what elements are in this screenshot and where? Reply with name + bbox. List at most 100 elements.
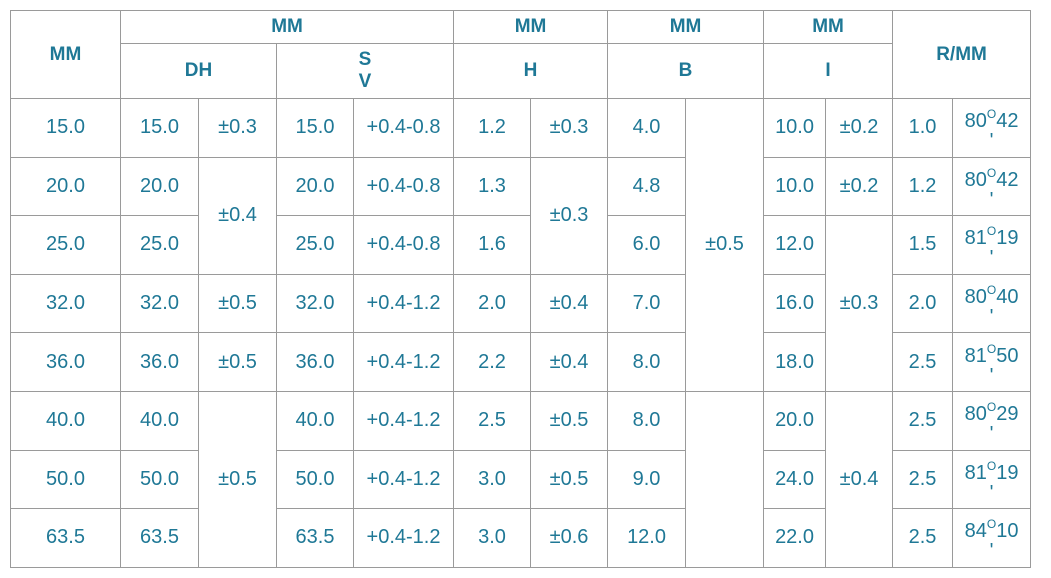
header-cell: MM (763, 10, 894, 44)
table-cell: +0.4-0.8 (352, 98, 455, 158)
angle-prime: ' (989, 540, 994, 563)
angle-cell: 84O10 ' (952, 508, 1032, 568)
table-cell: 25.0 (10, 215, 121, 275)
table-cell: +0.4-1.2 (352, 449, 455, 510)
table-cell: 40.0 (120, 390, 199, 451)
table-cell: 40.0 (10, 390, 121, 451)
angle-degrees: 81 (964, 344, 987, 367)
table-cell: 50.0 (120, 449, 199, 510)
angle-mark: O (986, 224, 997, 239)
table-cell: 50.0 (276, 449, 354, 510)
angle-prime: ' (989, 306, 994, 329)
angle-degrees: 80 (964, 403, 987, 426)
angle-minutes: 42 (996, 168, 1019, 191)
angle-prime: ' (989, 481, 994, 504)
table-cell: 20.0 (10, 156, 121, 217)
table-row: 50.0 50.0 50.0 +0.4-1.2 3.0 ±0.5 9.0 24.0 2.5 81O… (10, 449, 1032, 510)
table-cell: +0.4-0.8 (352, 215, 455, 275)
table-cell: ±0.3 (825, 215, 894, 392)
angle-minutes: 10 (996, 520, 1019, 543)
table-cell: 32.0 (120, 273, 199, 334)
table-cell: 6.0 (607, 215, 687, 275)
table-cell: +0.4-1.2 (352, 332, 455, 392)
table-cell: ±0.5 (198, 273, 277, 334)
angle-mark: O (986, 400, 997, 415)
header-cell: MM (119, 10, 455, 44)
table-cell: +0.4-0.8 (352, 156, 455, 217)
header-cell: DH (120, 43, 277, 99)
angle-minutes: 29 (996, 403, 1019, 426)
table-cell: 1.3 (453, 156, 532, 217)
table-cell: 63.5 (10, 508, 121, 568)
table-cell: 1.6 (453, 215, 532, 275)
table-row: 63.5 63.5 63.5 +0.4-1.2 3.0 ±0.6 12.0 22.0 2.5 84… (10, 508, 1032, 568)
table-cell: ±0.3 (530, 98, 609, 158)
table-cell: ±0.4 (530, 332, 609, 392)
table-cell: 2.5 (892, 332, 954, 392)
header-row: MM MM MM MM MM R/MM (10, 10, 1032, 99)
table-cell: 16.0 (763, 273, 827, 334)
table-cell: 32.0 (10, 273, 121, 334)
table-cell: 4.8 (607, 156, 687, 217)
table-cell: 15.0 (276, 98, 354, 158)
table-cell: 36.0 (276, 332, 354, 392)
table-cell: ±0.5 (685, 98, 765, 392)
table-cell: 2.2 (453, 332, 532, 392)
angle-mark: O (986, 107, 997, 122)
angle-degrees: 80 (964, 110, 987, 133)
angle-cell: 80O29 ' (952, 390, 1032, 451)
angle-degrees: 81 (964, 227, 987, 250)
table-cell: 12.0 (607, 508, 687, 568)
table-cell: 10.0 (763, 98, 827, 158)
angle-mark: O (986, 341, 997, 356)
angle-mark: O (986, 165, 997, 180)
table-cell: 20.0 (763, 390, 827, 451)
angle-minutes: 50 (996, 344, 1019, 367)
table-cell: 9.0 (607, 449, 687, 510)
table-cell: 10.0 (763, 156, 827, 217)
table-cell: 2.0 (453, 273, 532, 334)
table-cell: 36.0 (10, 332, 121, 392)
angle-degrees: 81 (964, 461, 987, 484)
table-cell: 7.0 (607, 273, 687, 334)
table-cell: 50.0 (10, 449, 121, 510)
header-cell: MM (10, 10, 121, 99)
table-cell: 15.0 (10, 98, 121, 158)
table-cell: ±0.5 (530, 449, 609, 510)
table-cell: 36.0 (120, 332, 199, 392)
table-cell: ±0.4 (530, 273, 609, 334)
angle-mark: O (986, 458, 997, 473)
table-cell: 1.5 (892, 215, 954, 275)
header-cell: R/MM (892, 10, 1032, 99)
angle-degrees: 84 (964, 520, 987, 543)
table-cell: ±0.3 (198, 98, 277, 158)
angle-cell: 81O19 ' (952, 215, 1032, 275)
table-cell (685, 390, 765, 568)
angle-minutes: 40 (996, 286, 1019, 309)
angle-cell: 81O19 ' (952, 449, 1032, 510)
angle-degrees: 80 (964, 168, 987, 191)
angle-cell: 80O42 ' (952, 98, 1032, 158)
table-cell: 8.0 (607, 332, 687, 392)
table-cell: ±0.5 (530, 390, 609, 451)
table-cell: 8.0 (607, 390, 687, 451)
table-cell: 2.5 (453, 390, 532, 451)
header-cell: H (453, 43, 609, 99)
angle-minutes: 19 (996, 461, 1019, 484)
table-row: 40.0 40.0 ±0.5 40.0 +0.4-1.2 2.5 ±0.5 8.0 20.0 ±0… (10, 390, 1032, 568)
angle-minutes: 42 (996, 110, 1019, 133)
table-cell: 20.0 (120, 156, 199, 217)
table-cell: ±0.5 (198, 390, 277, 568)
angle-cell: 80O40 ' (952, 273, 1032, 334)
angle-prime: ' (989, 130, 994, 153)
header-text: S (358, 49, 372, 70)
angle-cell: 81O50 ' (952, 332, 1032, 392)
table-cell: 22.0 (763, 508, 827, 568)
table-cell: 25.0 (120, 215, 199, 275)
table-cell: 4.0 (607, 98, 687, 158)
table-cell: 1.2 (453, 98, 532, 158)
table-cell: ±0.2 (825, 98, 894, 158)
table-cell: 2.5 (892, 390, 954, 451)
table-cell: ±0.5 (198, 332, 277, 392)
